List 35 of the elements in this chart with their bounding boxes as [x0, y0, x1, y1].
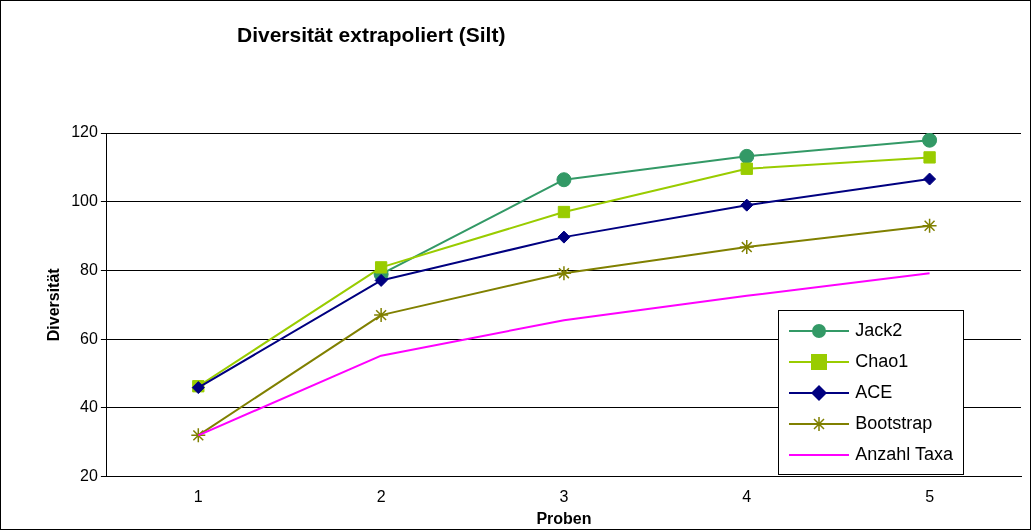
point — [739, 239, 755, 255]
point — [739, 148, 755, 164]
point — [921, 218, 938, 234]
legend-label: ACE — [855, 382, 893, 403]
chart-title: Diversität extrapoliert (Silt) — [237, 23, 506, 47]
legend-label: Bootstrap — [855, 413, 933, 434]
y-tick-label: 120 — [71, 123, 98, 141]
point — [923, 151, 936, 164]
x-tick-label: 2 — [376, 487, 386, 505]
point — [740, 162, 753, 175]
point — [374, 261, 388, 274]
point — [923, 172, 937, 186]
y-tick-label: 80 — [80, 260, 98, 278]
point — [373, 307, 389, 323]
x-tick-label: 5 — [925, 487, 935, 505]
point — [374, 273, 388, 287]
point — [740, 198, 754, 212]
y-tick-label: 60 — [80, 329, 98, 347]
legend-label: Anzahl Taxa — [855, 444, 953, 465]
y-tick-label: 20 — [80, 467, 98, 485]
point — [556, 172, 572, 188]
point — [557, 230, 571, 244]
y-tick-label: 40 — [80, 398, 98, 416]
x-axis-title: Proben — [536, 509, 592, 527]
x-tick-label: 4 — [742, 487, 752, 505]
y-axis-title: Diversität — [45, 267, 63, 342]
x-tick-label: 3 — [559, 487, 569, 505]
y-tick-label: 100 — [71, 192, 98, 210]
point — [922, 133, 938, 148]
point — [556, 265, 572, 281]
legend-label: Jack2 — [855, 320, 903, 341]
legend-label: Chao1 — [855, 351, 909, 372]
x-tick-label: 1 — [193, 487, 203, 505]
point — [190, 427, 207, 444]
point — [557, 205, 571, 219]
